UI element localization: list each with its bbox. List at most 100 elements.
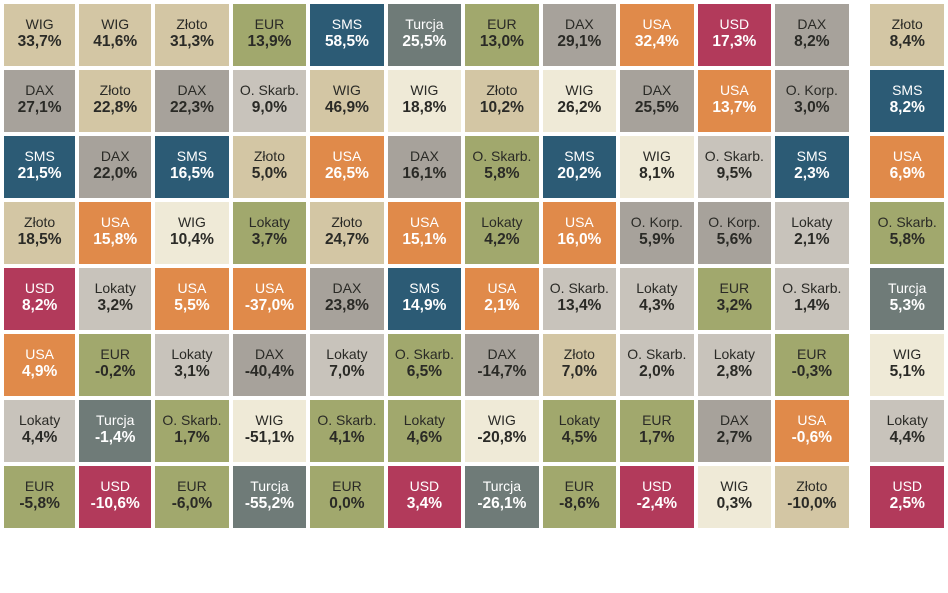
asset-value: -10,6% xyxy=(79,494,151,515)
asset-label: EUR xyxy=(233,17,306,32)
asset-label: Złoto xyxy=(79,83,151,98)
column-spacer xyxy=(851,266,869,332)
asset-label: O. Skarb. xyxy=(155,413,228,428)
quilt-cell: DAX22,0% xyxy=(77,134,153,200)
quilt-cell: Lokaty4,4% xyxy=(868,398,946,464)
asset-value: -40,4% xyxy=(233,362,306,383)
table-row: EUR-5,8%USD-10,6%EUR-6,0%Turcja-55,2%EUR… xyxy=(2,464,946,530)
asset-label: DAX xyxy=(775,17,848,32)
asset-value: 3,1% xyxy=(155,362,228,383)
quilt-cell: O. Korp.5,6% xyxy=(696,200,773,266)
asset-value: 5,1% xyxy=(870,362,944,383)
table-row: USA4,9%EUR-0,2%Lokaty3,1%DAX-40,4%Lokaty… xyxy=(2,332,946,398)
asset-value: 4,4% xyxy=(4,428,75,449)
asset-value: 8,4% xyxy=(870,32,944,53)
asset-label: Złoto xyxy=(465,83,538,98)
asset-value: 0,0% xyxy=(310,494,383,515)
asset-label: SMS xyxy=(388,281,461,296)
asset-label: WIG xyxy=(465,413,538,428)
asset-value: 22,3% xyxy=(155,98,228,119)
quilt-cell: Złoto5,0% xyxy=(231,134,308,200)
asset-label: Złoto xyxy=(155,17,228,32)
asset-label: O. Skarb. xyxy=(620,347,693,362)
table-row: DAX27,1%Złoto22,8%DAX22,3%O. Skarb.9,0%W… xyxy=(2,68,946,134)
asset-value: -20,8% xyxy=(465,428,538,449)
quilt-cell: O. Skarb.5,8% xyxy=(868,200,946,266)
asset-label: Lokaty xyxy=(543,413,616,428)
asset-value: 3,7% xyxy=(233,230,306,251)
asset-value: 23,8% xyxy=(310,296,383,317)
asset-label: EUR xyxy=(543,479,616,494)
asset-label: DAX xyxy=(79,149,151,164)
quilt-cell: Turcja-1,4% xyxy=(77,398,153,464)
quilt-cell: Lokaty2,1% xyxy=(773,200,850,266)
quilt-cell: USD2,5% xyxy=(868,464,946,530)
asset-label: USA xyxy=(155,281,228,296)
asset-value: 18,8% xyxy=(388,98,461,119)
asset-label: O. Korp. xyxy=(698,215,771,230)
asset-label: EUR xyxy=(620,413,693,428)
asset-label: WIG xyxy=(155,215,228,230)
asset-label: WIG xyxy=(870,347,944,362)
asset-value: 4,3% xyxy=(620,296,693,317)
asset-label: WIG xyxy=(310,83,383,98)
asset-value: -10,0% xyxy=(775,494,848,515)
asset-label: O. Skarb. xyxy=(870,215,944,230)
quilt-cell: USD17,3% xyxy=(696,2,773,68)
quilt-cell: USA15,1% xyxy=(386,200,463,266)
asset-value: 5,0% xyxy=(233,164,306,185)
asset-value: 2,1% xyxy=(775,230,848,251)
asset-value: 16,5% xyxy=(155,164,228,185)
quilt-cell: USD-10,6% xyxy=(77,464,153,530)
asset-label: O. Skarb. xyxy=(775,281,848,296)
quilt-cell: USA2,1% xyxy=(463,266,540,332)
asset-label: Złoto xyxy=(233,149,306,164)
column-spacer xyxy=(851,2,869,68)
quilt-cell: Lokaty7,0% xyxy=(308,332,385,398)
quilt-cell: SMS21,5% xyxy=(2,134,77,200)
asset-value: 1,7% xyxy=(155,428,228,449)
quilt-cell: O. Skarb.6,5% xyxy=(386,332,463,398)
quilt-cell: O. Korp.3,0% xyxy=(773,68,850,134)
quilt-cell: O. Skarb.1,7% xyxy=(153,398,230,464)
quilt-cell: SMS8,2% xyxy=(868,68,946,134)
quilt-cell: O. Skarb.13,4% xyxy=(541,266,618,332)
table-row: WIG33,7%WIG41,6%Złoto31,3%EUR13,9%SMS58,… xyxy=(2,2,946,68)
asset-value: 2,5% xyxy=(870,494,944,515)
asset-label: DAX xyxy=(155,83,228,98)
quilt-cell: WIG-20,8% xyxy=(463,398,540,464)
asset-value: 14,9% xyxy=(388,296,461,317)
quilt-cell: DAX2,7% xyxy=(696,398,773,464)
quilt-cell: USA13,7% xyxy=(696,68,773,134)
asset-value: 33,7% xyxy=(4,32,75,53)
column-spacer xyxy=(851,68,869,134)
asset-label: Złoto xyxy=(775,479,848,494)
asset-value: 26,5% xyxy=(310,164,383,185)
quilt-cell: USA-37,0% xyxy=(231,266,308,332)
table-row: SMS21,5%DAX22,0%SMS16,5%Złoto5,0%USA26,5… xyxy=(2,134,946,200)
quilt-cell: Złoto10,2% xyxy=(463,68,540,134)
asset-label: DAX xyxy=(4,83,75,98)
asset-label: SMS xyxy=(775,149,848,164)
asset-value: 15,1% xyxy=(388,230,461,251)
asset-label: USD xyxy=(79,479,151,494)
asset-label: DAX xyxy=(465,347,538,362)
asset-value: -1,4% xyxy=(79,428,151,449)
asset-value: -6,0% xyxy=(155,494,228,515)
asset-value: 25,5% xyxy=(388,32,461,53)
asset-value: 3,2% xyxy=(79,296,151,317)
asset-label: USA xyxy=(233,281,306,296)
asset-label: O. Skarb. xyxy=(233,83,306,98)
asset-label: Lokaty xyxy=(388,413,461,428)
asset-value: 24,7% xyxy=(310,230,383,251)
asset-label: WIG xyxy=(233,413,306,428)
quilt-cell: O. Skarb.2,0% xyxy=(618,332,695,398)
asset-label: EUR xyxy=(465,17,538,32)
asset-value: 41,6% xyxy=(79,32,151,53)
quilt-cell: Złoto8,4% xyxy=(868,2,946,68)
asset-value: -8,6% xyxy=(543,494,616,515)
column-spacer xyxy=(851,398,869,464)
quilt-cell: EUR13,0% xyxy=(463,2,540,68)
quilt-cell: Złoto18,5% xyxy=(2,200,77,266)
quilt-cell: Lokaty3,2% xyxy=(77,266,153,332)
